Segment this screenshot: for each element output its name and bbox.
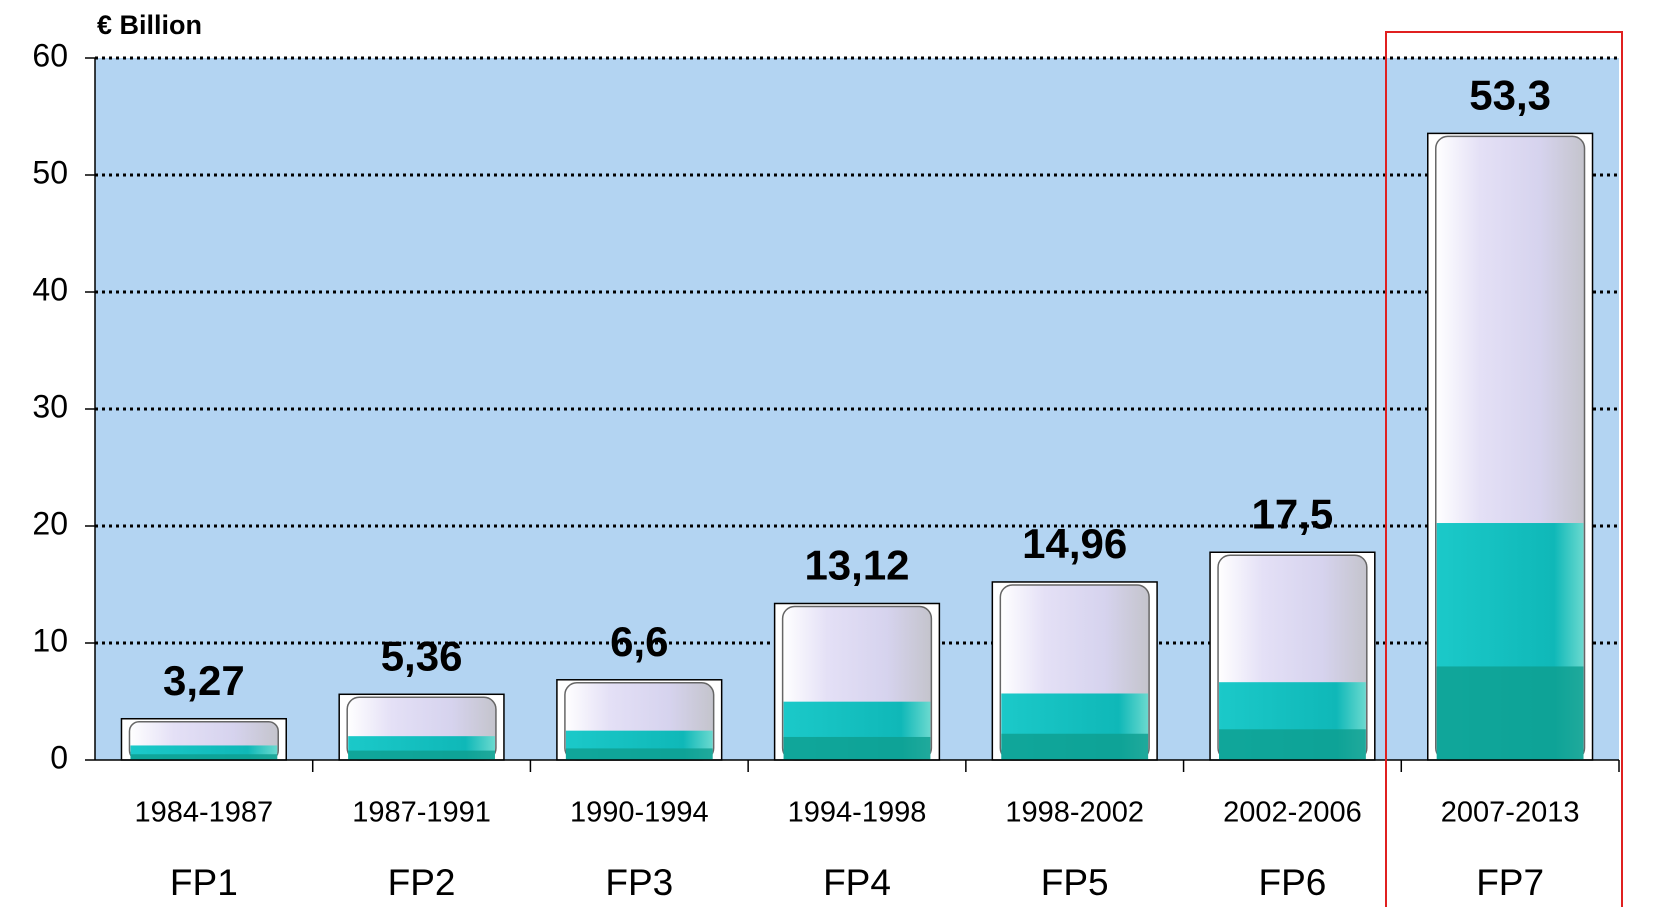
- programme-label: FP1: [170, 862, 238, 903]
- y-tick-label: 20: [32, 505, 68, 541]
- value-label: 13,12: [804, 542, 909, 589]
- beaker-sediment: [1001, 734, 1148, 760]
- programme-label: FP3: [605, 862, 673, 903]
- value-label: 14,96: [1022, 520, 1127, 567]
- y-axis-title: € Billion: [97, 10, 202, 40]
- programme-label: FP6: [1258, 862, 1326, 903]
- value-label: 5,36: [381, 632, 463, 679]
- y-tick-label: 30: [32, 388, 68, 424]
- value-label: 3,27: [163, 657, 245, 704]
- x-tick-label: 1998-2002: [1005, 797, 1144, 829]
- y-tick-label: 50: [32, 154, 68, 190]
- y-tick-label: 0: [50, 739, 68, 775]
- beaker-sediment: [348, 751, 495, 760]
- programme-label: FP2: [388, 862, 456, 903]
- x-tick-label: 1984-1987: [135, 797, 274, 829]
- programme-label: FP7: [1476, 862, 1544, 903]
- y-tick-label: 60: [32, 37, 68, 73]
- programme-label: FP5: [1041, 862, 1109, 903]
- x-tick-label: 1994-1998: [788, 797, 927, 829]
- y-tick-label: 10: [32, 622, 68, 658]
- x-tick-label: 1990-1994: [570, 797, 709, 829]
- chart: € Billion 0 10 20 30 40 50 60 1984-1987 FP1 3,27 1…: [0, 0, 1654, 907]
- y-tick-label: 40: [32, 271, 68, 307]
- x-tick-label: 2002-2006: [1223, 797, 1362, 829]
- beaker-sediment: [784, 737, 931, 760]
- value-label: 17,5: [1252, 490, 1334, 537]
- programme-label: FP4: [823, 862, 891, 903]
- beaker-sediment: [1437, 666, 1584, 760]
- x-tick-label: 1987-1991: [352, 797, 491, 829]
- value-label: 53,3: [1469, 71, 1551, 118]
- beaker-sediment: [566, 748, 713, 760]
- value-label: 6,6: [610, 618, 668, 665]
- beaker-sediment: [130, 754, 277, 760]
- beaker-sediment: [1219, 729, 1366, 760]
- x-tick-label: 2007-2013: [1441, 797, 1580, 829]
